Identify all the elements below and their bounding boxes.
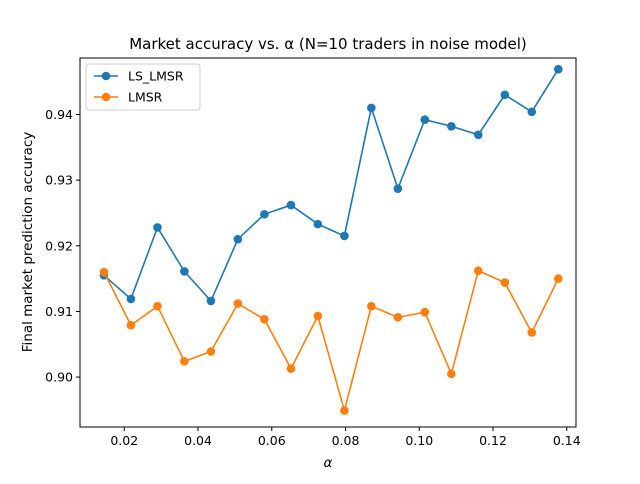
x-tick-label: 0.04 [184, 433, 212, 448]
data-point [500, 278, 510, 287]
data-point [126, 294, 136, 304]
y-axis-label: Final market prediction accuracy [20, 132, 36, 353]
data-point [553, 64, 563, 74]
y-tick-label: 0.91 [45, 304, 73, 319]
data-point [527, 328, 537, 337]
data-point [313, 219, 323, 229]
data-point [286, 200, 296, 210]
y-tick-label: 0.93 [45, 173, 73, 188]
x-tick-label: 0.08 [332, 433, 360, 448]
data-point [393, 313, 403, 322]
data-point [153, 301, 162, 311]
legend-label: LMSR [128, 90, 163, 105]
x-axis-label: α [324, 455, 333, 471]
data-point [206, 296, 216, 306]
y-axis: 0.90 0.91 0.92 0.93 0.94 [45, 107, 80, 385]
data-point [180, 267, 189, 276]
data-point [393, 184, 403, 193]
data-point [286, 364, 296, 373]
series-line [103, 269, 560, 414]
data-point [206, 347, 216, 356]
data-point [553, 274, 563, 283]
legend-label: LS_LMSR [128, 69, 184, 84]
data-point [340, 231, 349, 241]
series-line [103, 68, 559, 303]
data-point [473, 130, 483, 140]
data-point [420, 115, 430, 125]
data-point [500, 90, 510, 100]
data-point [99, 267, 109, 277]
x-tick-label: 0.14 [553, 433, 581, 448]
legend: LS_LMSR LMSR [85, 63, 201, 111]
data-point [180, 357, 189, 366]
legend-item: LMSR [94, 90, 163, 105]
y-tick-label: 0.92 [45, 238, 73, 253]
data-point [260, 315, 269, 324]
data-point [420, 307, 430, 317]
legend-marker [101, 71, 111, 81]
axes-frame [79, 57, 577, 428]
data-point [473, 266, 483, 276]
plot-area [79, 57, 577, 428]
data-point [260, 209, 269, 219]
legend-marker [101, 92, 111, 102]
y-tick-label: 0.90 [45, 370, 73, 385]
x-axis: 0.02 0.04 0.06 0.08 0.10 0.12 0.14 [110, 427, 581, 448]
data-point [447, 121, 456, 131]
data-point [233, 299, 243, 308]
data-point [367, 301, 376, 311]
data-point [527, 107, 537, 117]
data-point [233, 234, 243, 244]
data-point [313, 311, 323, 321]
series-lmsr [99, 266, 563, 415]
data-point [126, 320, 136, 330]
data-point [447, 369, 456, 379]
y-tick-label: 0.94 [45, 107, 73, 122]
legend-item: LS_LMSR [94, 69, 184, 84]
x-tick-label: 0.02 [110, 433, 138, 448]
x-tick-label: 0.06 [258, 433, 286, 448]
series-ls-lmsr [99, 64, 563, 306]
data-point [340, 406, 349, 415]
chart-title: Market accuracy vs. α (N=10 traders in n… [129, 35, 527, 53]
data-point [367, 103, 376, 113]
x-tick-label: 0.12 [479, 433, 507, 448]
x-tick-label: 0.10 [405, 433, 433, 448]
data-point [153, 223, 162, 232]
